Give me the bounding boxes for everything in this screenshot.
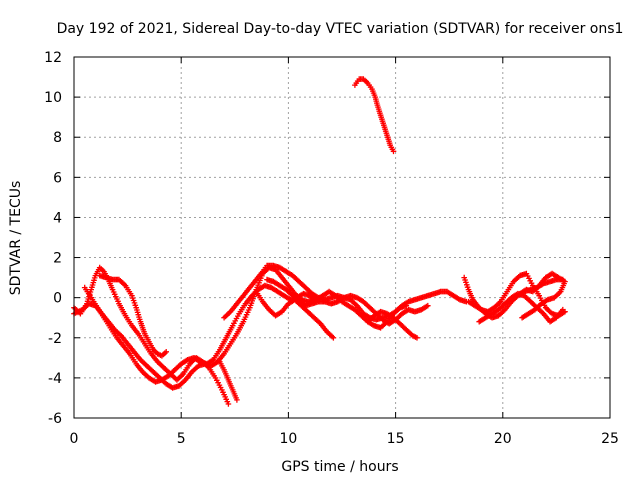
x-tick-label: 15 [387, 431, 405, 447]
data-point [425, 302, 431, 309]
y-tick-label: 12 [44, 50, 62, 66]
y-axis-label: SDTVAR / TECUs [8, 181, 24, 296]
grid [74, 57, 610, 418]
x-tick-label: 25 [601, 431, 619, 447]
y-tick-labels: -6 -4 -2 0 2 4 6 8 10 12 [44, 50, 62, 427]
data-point [414, 335, 420, 341]
y-tick-label: -2 [48, 331, 62, 347]
data-point [560, 306, 566, 313]
x-tick-label: 10 [279, 431, 297, 447]
data-point [330, 335, 337, 341]
data-point [390, 148, 397, 155]
y-tick-label: 6 [53, 170, 62, 186]
y-tick-label: 10 [44, 90, 62, 106]
x-axis-label: GPS time / hours [281, 459, 398, 475]
y-tick-label: 4 [53, 210, 62, 226]
plot-frame [73, 56, 611, 419]
y-tick-label: -4 [48, 371, 62, 387]
data-point [179, 372, 185, 378]
y-tick-label: -6 [48, 411, 62, 427]
data-marks [71, 76, 568, 407]
chart-title: Day 192 of 2021, Sidereal Day-to-day VTE… [57, 21, 624, 37]
data-point [234, 397, 240, 403]
y-tick-label: 8 [53, 130, 62, 146]
x-tick-label: 0 [70, 431, 79, 447]
data-point [519, 314, 525, 321]
data-point [163, 349, 169, 355]
x-tick-labels: 0 5 10 15 20 25 [70, 431, 619, 447]
x-tick-label: 20 [494, 431, 512, 447]
data-point [225, 401, 232, 407]
axis-ticks [73, 56, 611, 419]
y-tick-label: 2 [53, 251, 62, 267]
y-tick-label: 0 [53, 291, 62, 307]
x-tick-label: 5 [177, 431, 186, 447]
